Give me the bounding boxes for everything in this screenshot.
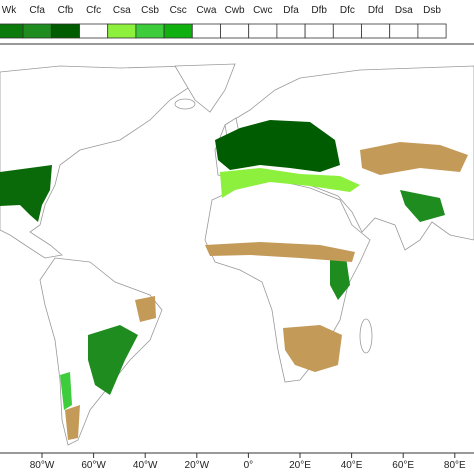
axis-label: 20°W xyxy=(185,460,210,471)
region-east-africa xyxy=(330,250,350,300)
legend-swatch xyxy=(50,23,80,39)
legend-label: Wk xyxy=(2,5,17,16)
legend-swatch xyxy=(0,23,24,39)
axis-label: 20°E xyxy=(289,460,311,471)
axis-label: 40°E xyxy=(341,460,363,471)
legend-label: Dfb xyxy=(311,5,327,16)
legend-swatch xyxy=(191,23,221,39)
north-america xyxy=(0,65,201,259)
legend-swatch xyxy=(248,23,278,39)
legend-swatch xyxy=(304,23,334,39)
axis-label: 60°W xyxy=(81,460,106,471)
region-brazil-east xyxy=(135,296,156,322)
legend-swatch xyxy=(220,23,250,39)
legend-label: Cfa xyxy=(29,5,45,16)
legend-label: Cfc xyxy=(86,5,101,16)
legend-swatch xyxy=(135,23,165,39)
axis-label: 60°E xyxy=(392,460,414,471)
region-central-asia xyxy=(360,142,468,175)
legend-swatch xyxy=(107,23,137,39)
region-chile xyxy=(60,372,72,410)
climate-regions xyxy=(0,120,468,440)
region-southern-africa xyxy=(283,325,342,372)
legend-label: Dfa xyxy=(283,5,299,16)
legend-label: Dsa xyxy=(395,5,413,16)
madagascar xyxy=(359,318,373,354)
legend-label: Cfb xyxy=(58,5,74,16)
legend-swatch xyxy=(389,23,419,39)
region-south-asia xyxy=(400,190,445,222)
region-europe xyxy=(215,120,340,172)
axis-label: 0° xyxy=(244,460,254,471)
legend-label: Dfd xyxy=(368,5,384,16)
axis-label: 80°E xyxy=(444,460,466,471)
legend-label: Cwb xyxy=(225,5,245,16)
legend-swatch xyxy=(79,23,109,39)
legend-swatch xyxy=(361,23,391,39)
region-us-east xyxy=(0,165,52,222)
legend-label: Dfc xyxy=(340,5,355,16)
continents xyxy=(0,63,474,446)
legend-label: Csb xyxy=(141,5,159,16)
region-brazil-south xyxy=(88,325,138,395)
legend-swatch xyxy=(163,23,193,39)
greenland xyxy=(174,63,236,113)
iceland xyxy=(174,98,196,110)
legend-swatch xyxy=(332,23,362,39)
longitude-axis: 80°W 60°W 40°W 20°W 0° 20°E 40°E 60°E 80°E xyxy=(30,453,466,471)
legend: Wk Cfa Cfb Cfc Csa Csb Csc Cwa Cwb Cwc Dfa Dfb Dfc Df… xyxy=(0,5,447,39)
region-mediterranean xyxy=(220,168,360,198)
legend-label: Cwc xyxy=(253,5,272,16)
legend-label: Csa xyxy=(113,5,131,16)
legend-swatch xyxy=(22,23,52,39)
legend-label: Dsb xyxy=(423,5,441,16)
region-patagonia xyxy=(65,405,80,440)
region-sahel xyxy=(205,242,355,262)
legend-label: Cwa xyxy=(196,5,216,16)
legend-swatch xyxy=(276,23,306,39)
axis-label: 40°W xyxy=(133,460,158,471)
axis-label: 80°W xyxy=(30,460,55,471)
legend-swatch xyxy=(417,23,447,39)
legend-label: Csc xyxy=(170,5,187,16)
